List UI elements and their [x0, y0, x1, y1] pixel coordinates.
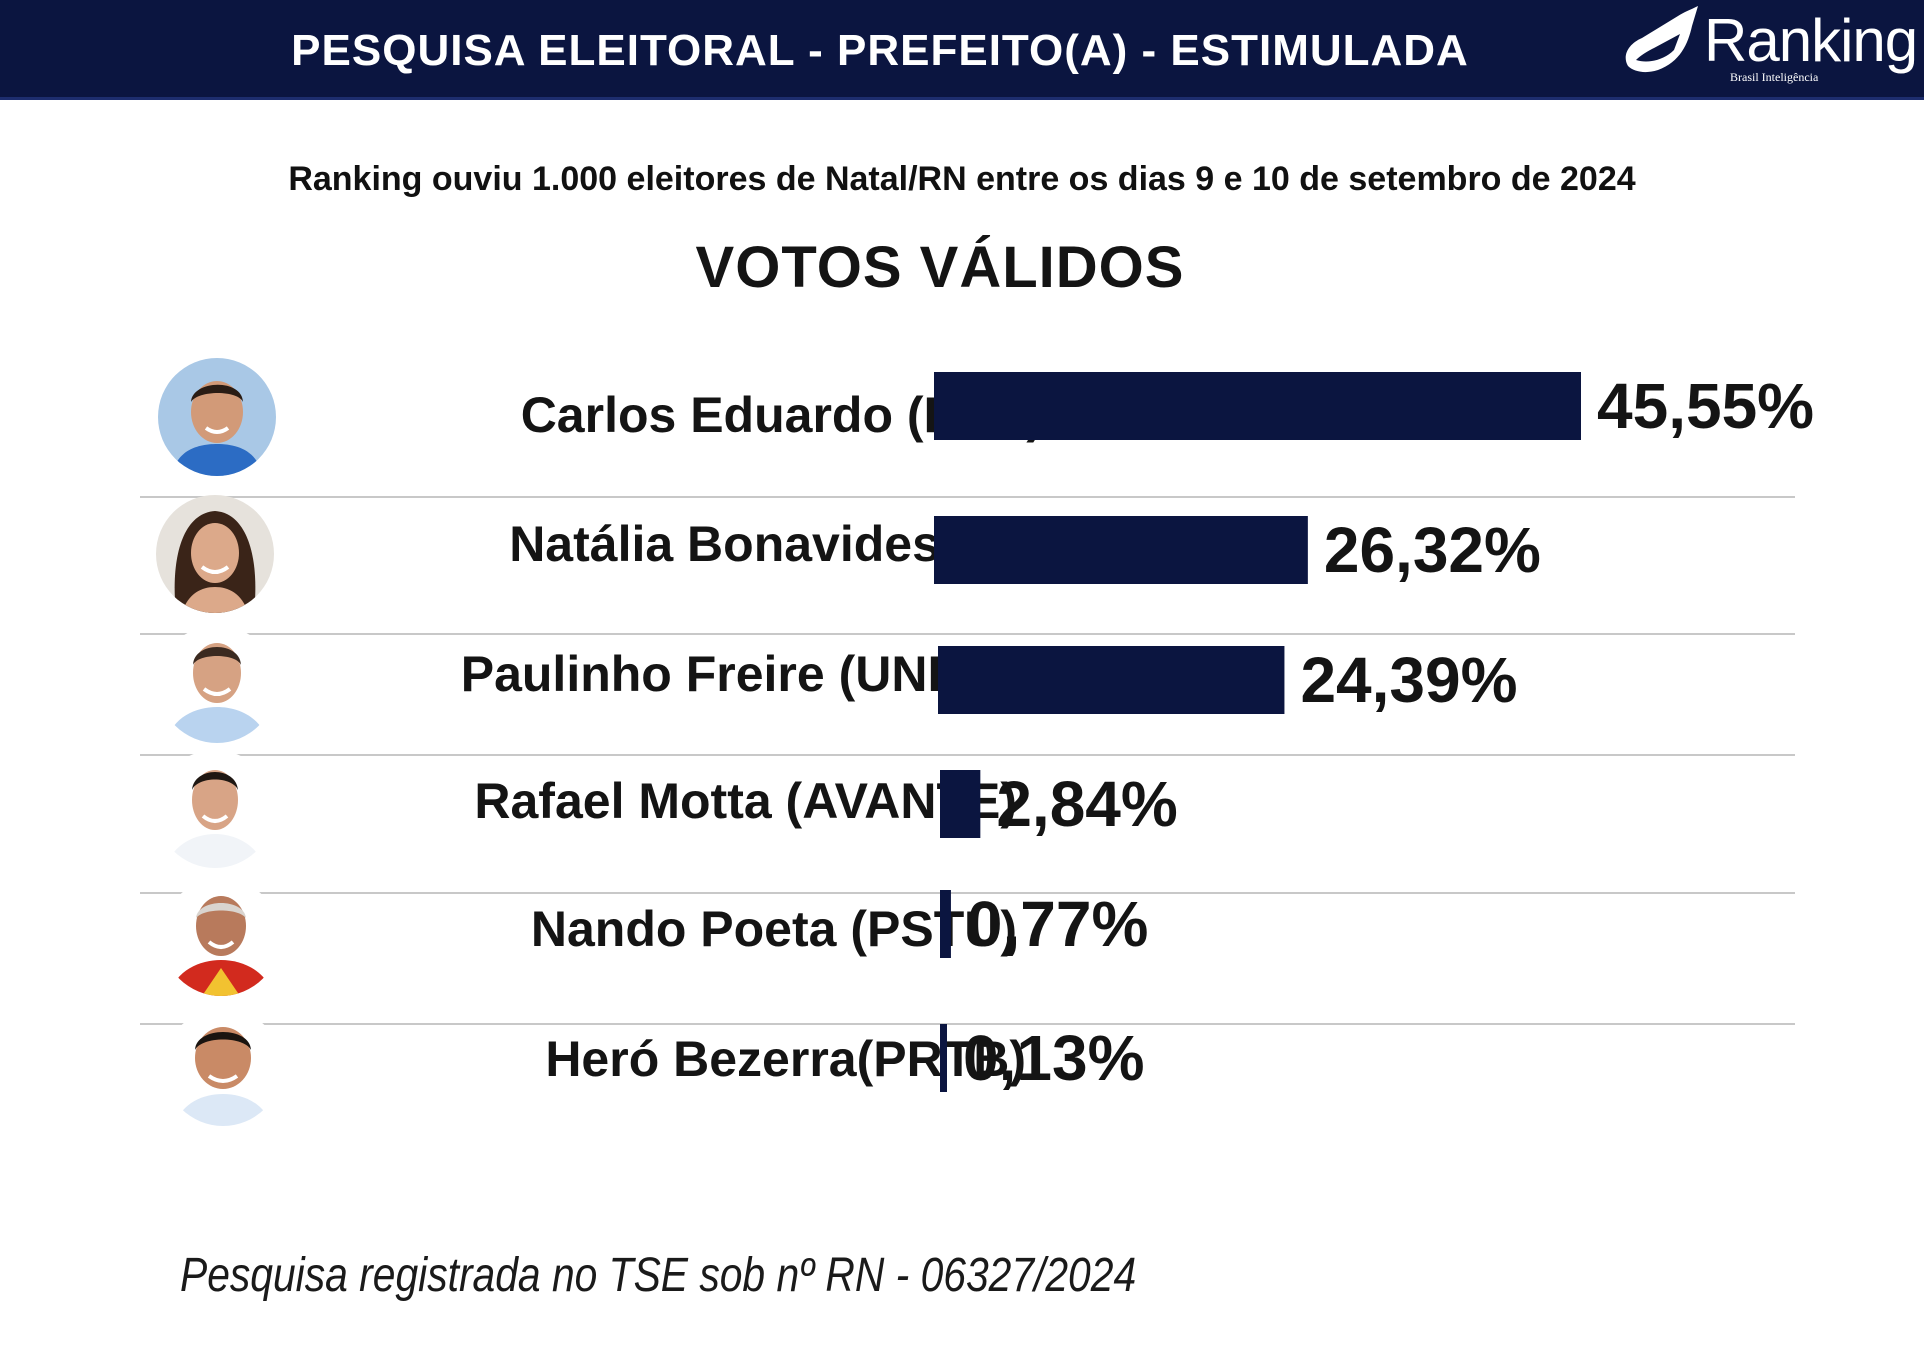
bar-1	[934, 372, 1581, 440]
candidate-photo	[162, 878, 280, 996]
value-label-5: 0,77%	[967, 888, 1148, 960]
header-title: PESQUISA ELEITORAL - PREFEITO(A) - ESTIM…	[291, 26, 1469, 75]
bar-4	[940, 770, 981, 838]
registration-note: Pesquisa registrada no TSE sob nº RN - 0…	[180, 1249, 1137, 1302]
candidate-photo	[156, 750, 274, 868]
chart-title: VOTOS VÁLIDOS	[695, 235, 1185, 300]
bar-5	[940, 890, 951, 958]
candidate-name: Nando Poeta (PSTU)	[530, 901, 1017, 957]
value-label-2: 26,32%	[1324, 514, 1541, 586]
candidate-row: Rafael Motta (AVANTE)	[140, 748, 1795, 894]
row-divider	[140, 754, 1795, 756]
bar-6	[940, 1024, 947, 1092]
row-divider	[140, 1023, 1795, 1025]
candidate-name: Rafael Motta (AVANTE)	[474, 773, 1017, 829]
candidate-photo	[158, 358, 276, 476]
value-label-4: 2,84%	[996, 768, 1177, 840]
logo-subtext: Brasil Inteligência	[1730, 70, 1819, 84]
candidate-photo	[164, 1008, 282, 1126]
ranking-logo-icon	[1625, 6, 1698, 73]
survey-subtitle: Ranking ouviu 1.000 eleitores de Natal/R…	[288, 160, 1636, 198]
value-label-3: 24,39%	[1300, 644, 1517, 716]
candidate-row: Paulinho Freire (UNIÃO)	[140, 623, 1795, 756]
row-divider	[140, 892, 1795, 894]
bar-3	[938, 646, 1285, 714]
header-bar: PESQUISA ELEITORAL - PREFEITO(A) - ESTIM…	[0, 0, 1924, 100]
logo-text: Ranking	[1704, 7, 1918, 74]
row-divider	[140, 496, 1795, 498]
bar-2	[934, 516, 1308, 584]
candidate-name: Paulinho Freire (UNIÃO)	[460, 646, 1033, 702]
candidate-photo	[156, 495, 274, 613]
candidate-photo	[158, 625, 276, 743]
candidate-row: Nando Poeta (PSTU)	[140, 876, 1795, 1025]
ranking-logo: Ranking Brasil Inteligência	[1618, 4, 1918, 94]
row-divider	[140, 633, 1795, 635]
value-label-1: 45,55%	[1597, 370, 1814, 442]
value-label-6: 0,13%	[963, 1022, 1144, 1094]
